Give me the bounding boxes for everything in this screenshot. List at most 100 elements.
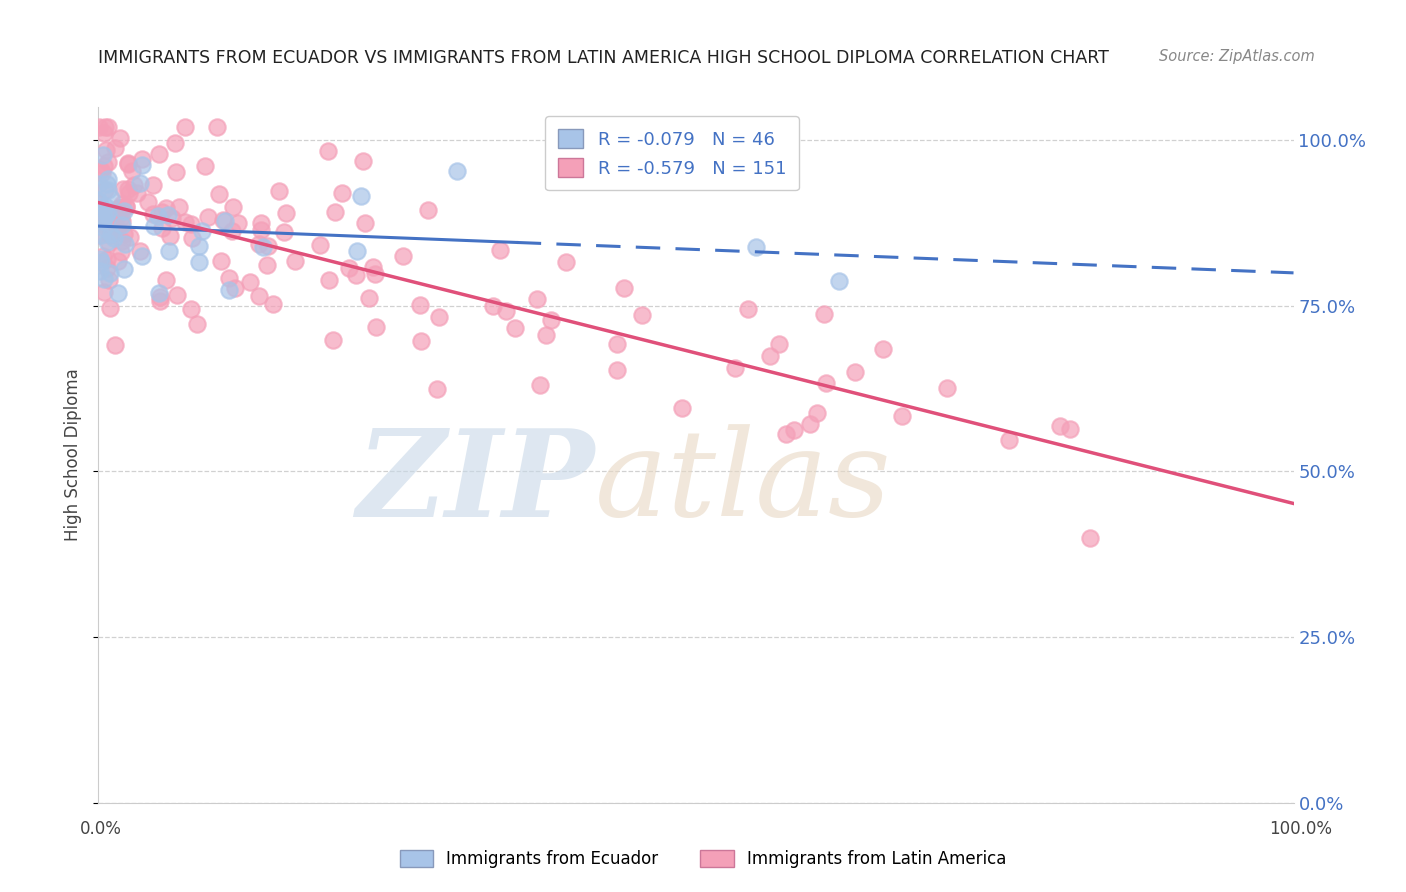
Point bbox=[87, 193, 110, 207]
Point bbox=[361, 260, 384, 274]
Point bbox=[409, 298, 432, 312]
Point bbox=[87, 194, 110, 209]
Point bbox=[89, 120, 111, 134]
Point bbox=[316, 144, 339, 158]
Point bbox=[221, 200, 243, 214]
Point bbox=[606, 363, 628, 377]
Point bbox=[505, 321, 527, 335]
Point bbox=[872, 342, 894, 356]
Point bbox=[159, 229, 181, 244]
Text: atlas: atlas bbox=[595, 424, 891, 541]
Point bbox=[257, 239, 280, 253]
Point bbox=[160, 211, 183, 226]
Point bbox=[103, 224, 125, 238]
Point bbox=[745, 240, 768, 254]
Point bbox=[529, 377, 551, 392]
Point bbox=[93, 159, 115, 173]
Point bbox=[806, 406, 828, 420]
Point bbox=[247, 288, 270, 302]
Point bbox=[96, 207, 118, 221]
Point bbox=[332, 186, 354, 200]
Point bbox=[96, 235, 118, 249]
Point bbox=[148, 146, 170, 161]
Point bbox=[112, 262, 135, 277]
Point bbox=[98, 228, 121, 243]
Point bbox=[118, 186, 141, 200]
Point bbox=[671, 401, 693, 415]
Point bbox=[90, 227, 112, 242]
Point bbox=[427, 310, 450, 324]
Point bbox=[107, 254, 129, 268]
Point bbox=[353, 216, 375, 230]
Point bbox=[97, 154, 120, 169]
Point bbox=[322, 334, 344, 348]
Point bbox=[97, 172, 120, 186]
Point bbox=[1059, 422, 1081, 436]
Point bbox=[89, 264, 111, 278]
Point bbox=[115, 200, 138, 214]
Point bbox=[142, 207, 165, 221]
Point bbox=[344, 268, 367, 282]
Point bbox=[724, 361, 747, 376]
Y-axis label: High School Diploma: High School Diploma bbox=[65, 368, 83, 541]
Point bbox=[107, 285, 129, 300]
Point bbox=[94, 120, 117, 134]
Point bbox=[208, 187, 231, 202]
Point bbox=[112, 227, 135, 241]
Point bbox=[180, 302, 202, 317]
Point bbox=[209, 254, 232, 268]
Point bbox=[495, 304, 517, 318]
Point bbox=[194, 159, 217, 173]
Point bbox=[110, 211, 132, 226]
Point bbox=[94, 143, 117, 157]
Point bbox=[105, 221, 128, 235]
Point bbox=[97, 183, 120, 197]
Point bbox=[174, 120, 197, 134]
Point bbox=[813, 307, 835, 321]
Point bbox=[555, 255, 578, 269]
Point bbox=[108, 202, 131, 217]
Point bbox=[108, 201, 131, 215]
Point bbox=[284, 253, 307, 268]
Point bbox=[226, 216, 249, 230]
Point bbox=[146, 209, 169, 223]
Point bbox=[87, 177, 110, 191]
Point bbox=[799, 417, 821, 432]
Point bbox=[262, 297, 284, 311]
Point bbox=[90, 163, 112, 178]
Point bbox=[149, 290, 172, 304]
Point bbox=[110, 234, 132, 248]
Point bbox=[426, 382, 449, 396]
Point bbox=[93, 214, 115, 228]
Point bbox=[214, 213, 236, 227]
Point bbox=[758, 349, 780, 363]
Point bbox=[131, 249, 153, 263]
Point bbox=[631, 308, 654, 322]
Legend: Immigrants from Ecuador, Immigrants from Latin America: Immigrants from Ecuador, Immigrants from… bbox=[394, 843, 1012, 875]
Point bbox=[96, 177, 118, 191]
Point bbox=[94, 198, 117, 212]
Point bbox=[218, 270, 240, 285]
Point bbox=[890, 409, 912, 423]
Point bbox=[783, 423, 806, 437]
Point bbox=[111, 214, 134, 228]
Point bbox=[489, 244, 512, 258]
Point bbox=[273, 225, 295, 239]
Point bbox=[143, 219, 166, 233]
Point bbox=[364, 320, 387, 334]
Point bbox=[115, 199, 138, 213]
Point bbox=[935, 382, 957, 396]
Point bbox=[89, 252, 111, 266]
Point bbox=[166, 288, 188, 302]
Text: Source: ZipAtlas.com: Source: ZipAtlas.com bbox=[1159, 49, 1315, 64]
Point bbox=[250, 216, 273, 230]
Point bbox=[98, 273, 121, 287]
Point bbox=[256, 258, 278, 272]
Point bbox=[93, 272, 115, 286]
Point bbox=[364, 267, 387, 281]
Point bbox=[93, 127, 115, 141]
Point bbox=[274, 206, 297, 220]
Point bbox=[155, 273, 177, 287]
Point bbox=[173, 214, 195, 228]
Point bbox=[180, 217, 202, 231]
